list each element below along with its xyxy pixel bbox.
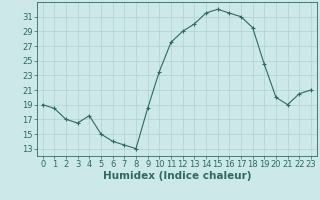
X-axis label: Humidex (Indice chaleur): Humidex (Indice chaleur): [102, 171, 251, 181]
